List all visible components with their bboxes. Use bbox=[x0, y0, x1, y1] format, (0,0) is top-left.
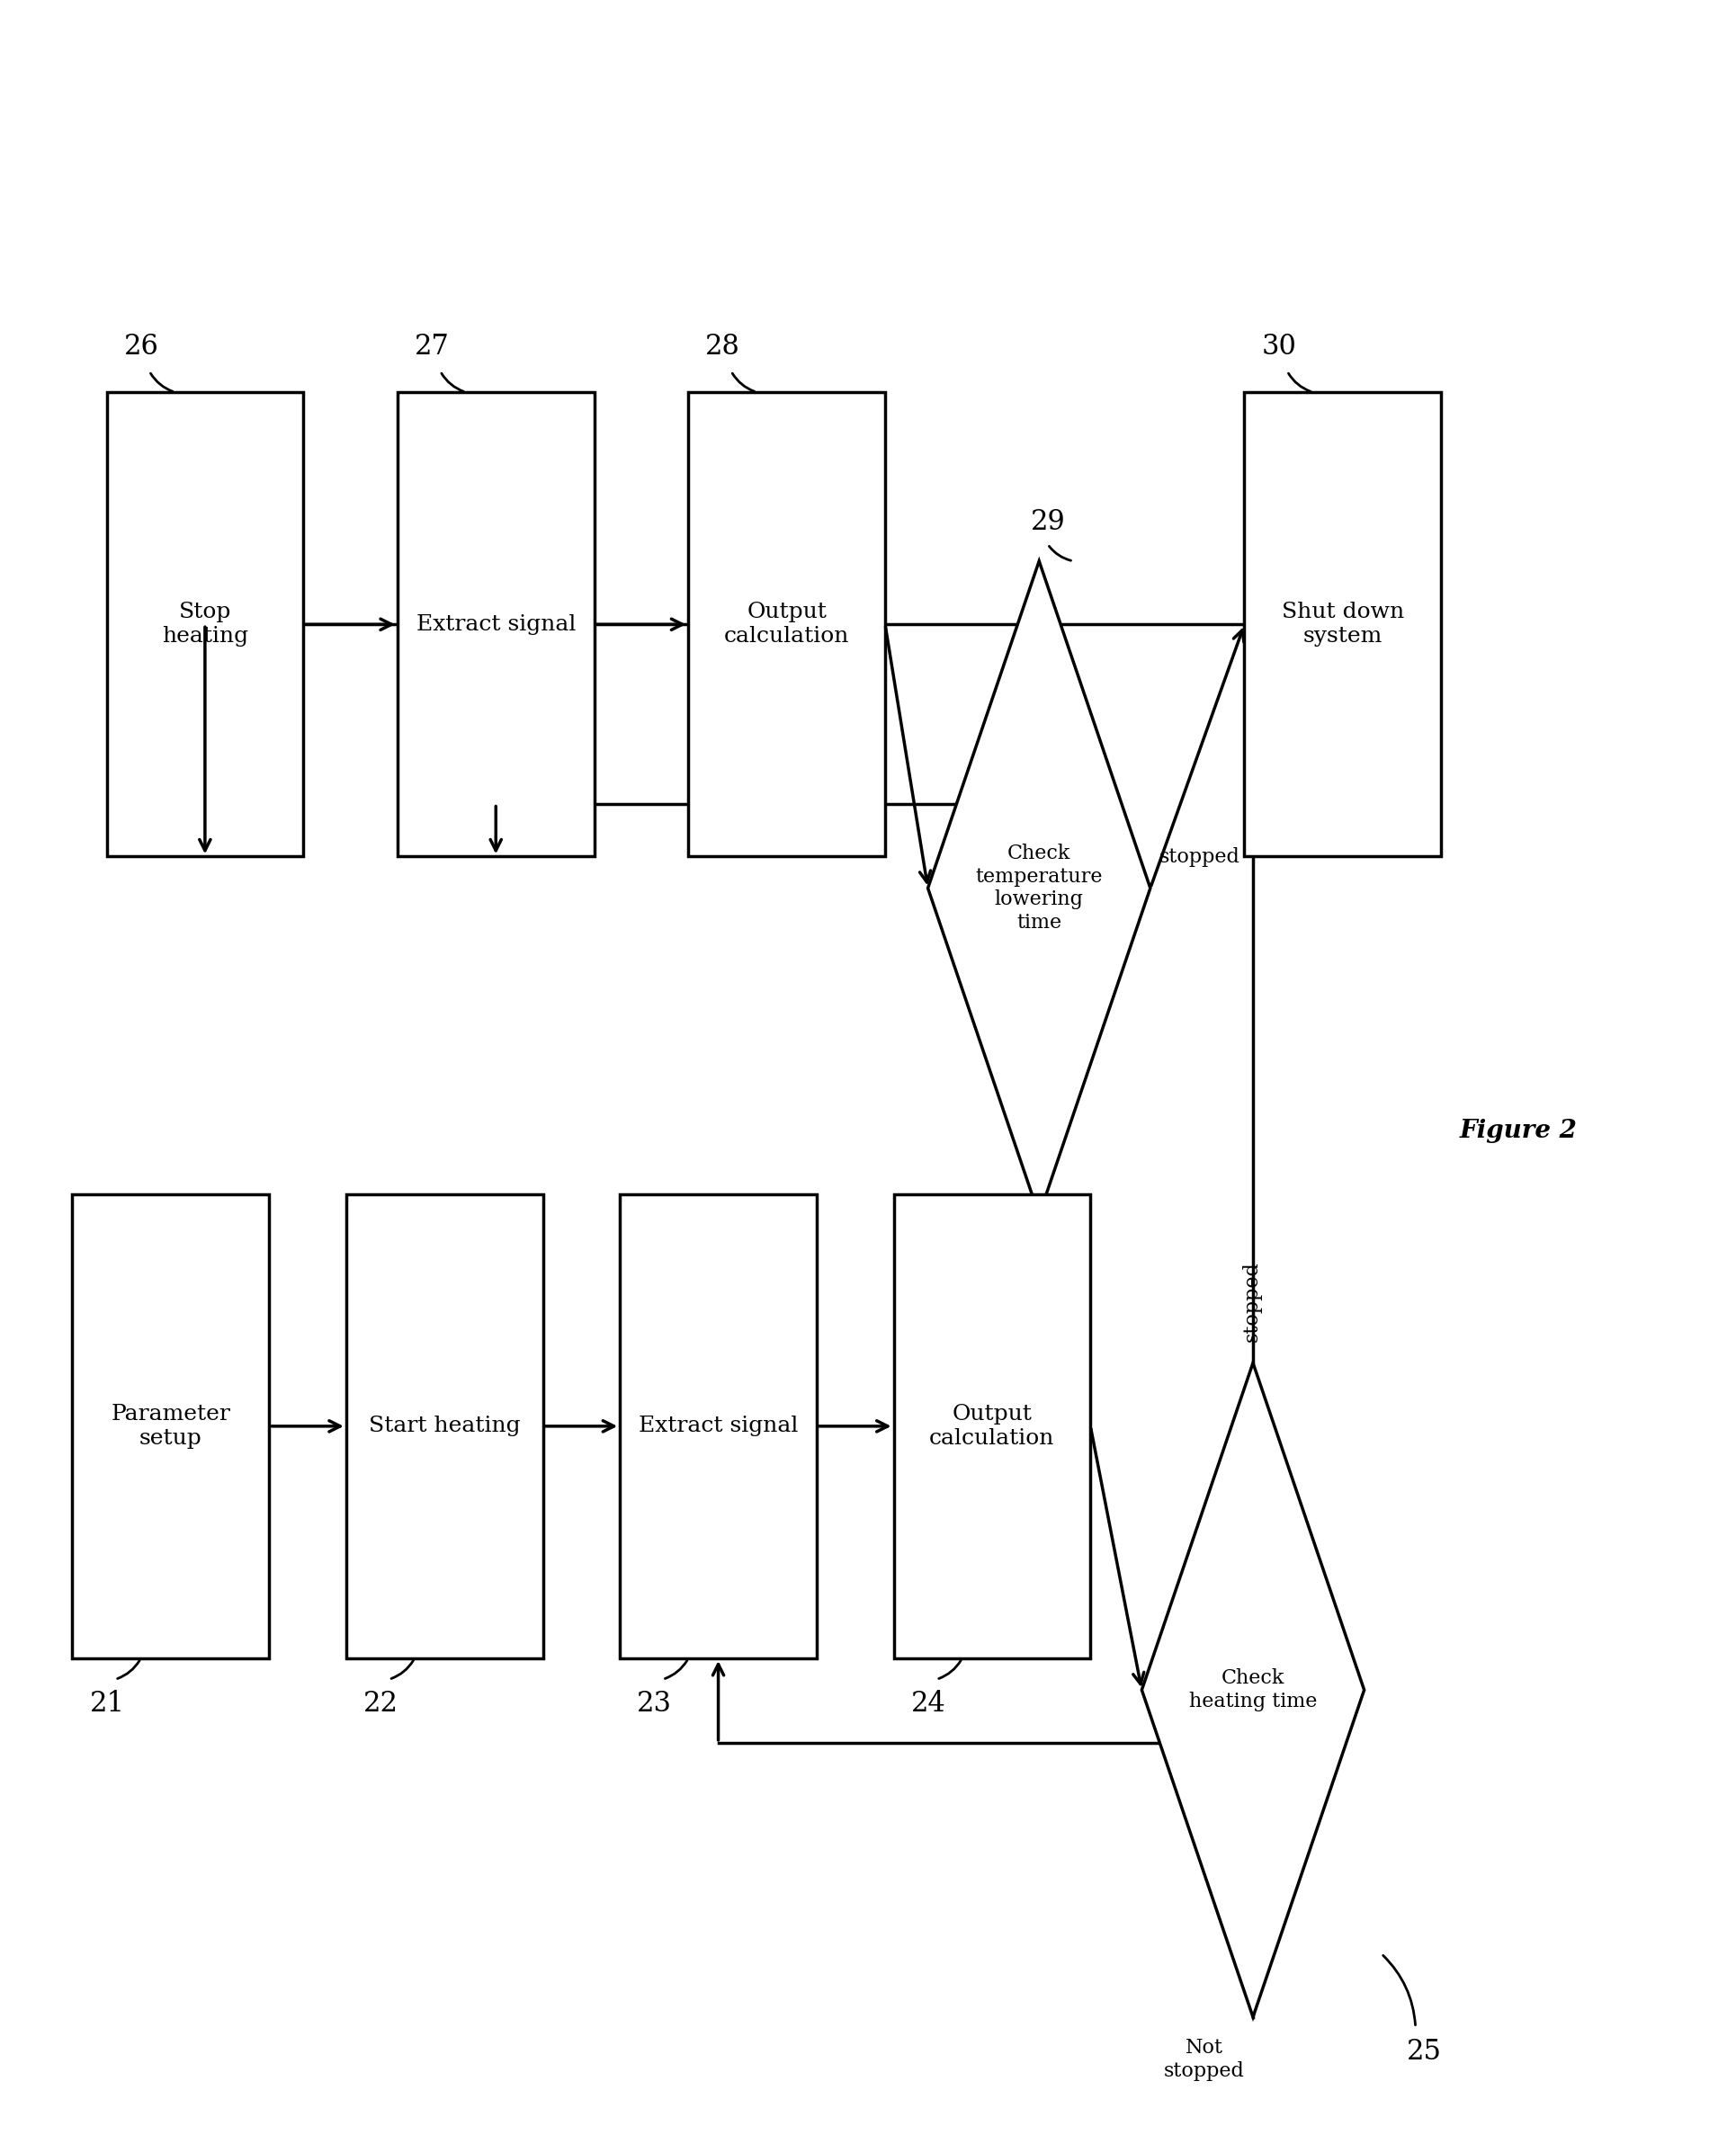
Text: 21: 21 bbox=[90, 1691, 125, 1719]
Text: 30: 30 bbox=[1262, 333, 1297, 361]
Text: Stop
heating: Stop heating bbox=[161, 602, 248, 647]
Text: Check
heating time: Check heating time bbox=[1189, 1670, 1318, 1712]
Text: Output
calculation: Output calculation bbox=[724, 602, 849, 647]
FancyBboxPatch shape bbox=[73, 1193, 269, 1659]
Text: 25: 25 bbox=[1406, 2039, 1443, 2067]
FancyBboxPatch shape bbox=[106, 393, 304, 856]
Polygon shape bbox=[1142, 1362, 1364, 2018]
Text: stopped: stopped bbox=[1241, 1262, 1262, 1341]
Text: Not
stopped: Not stopped bbox=[1163, 2039, 1245, 2082]
FancyBboxPatch shape bbox=[398, 393, 594, 856]
Text: 22: 22 bbox=[363, 1691, 398, 1719]
Text: 28: 28 bbox=[705, 333, 741, 361]
Text: Not
stopped: Not stopped bbox=[950, 1236, 1031, 1279]
Text: 23: 23 bbox=[637, 1691, 672, 1719]
Text: Check
temperature
lowering
time: Check temperature lowering time bbox=[976, 843, 1102, 933]
FancyBboxPatch shape bbox=[345, 1193, 543, 1659]
Text: 24: 24 bbox=[911, 1691, 946, 1719]
FancyBboxPatch shape bbox=[689, 393, 885, 856]
Text: stopped: stopped bbox=[1160, 848, 1240, 867]
Text: Shut down
system: Shut down system bbox=[1281, 602, 1404, 647]
Text: Output
calculation: Output calculation bbox=[929, 1405, 1055, 1448]
FancyBboxPatch shape bbox=[1245, 393, 1441, 856]
Text: Extract signal: Extract signal bbox=[639, 1416, 799, 1437]
Text: Extract signal: Extract signal bbox=[417, 615, 576, 634]
FancyBboxPatch shape bbox=[894, 1193, 1090, 1659]
Text: 26: 26 bbox=[123, 333, 158, 361]
Text: 27: 27 bbox=[415, 333, 450, 361]
FancyBboxPatch shape bbox=[620, 1193, 816, 1659]
Text: 29: 29 bbox=[1031, 508, 1066, 536]
Text: Parameter
setup: Parameter setup bbox=[111, 1405, 231, 1448]
Text: Figure 2: Figure 2 bbox=[1460, 1119, 1576, 1142]
Text: Start heating: Start heating bbox=[368, 1416, 521, 1437]
Polygon shape bbox=[927, 562, 1151, 1215]
